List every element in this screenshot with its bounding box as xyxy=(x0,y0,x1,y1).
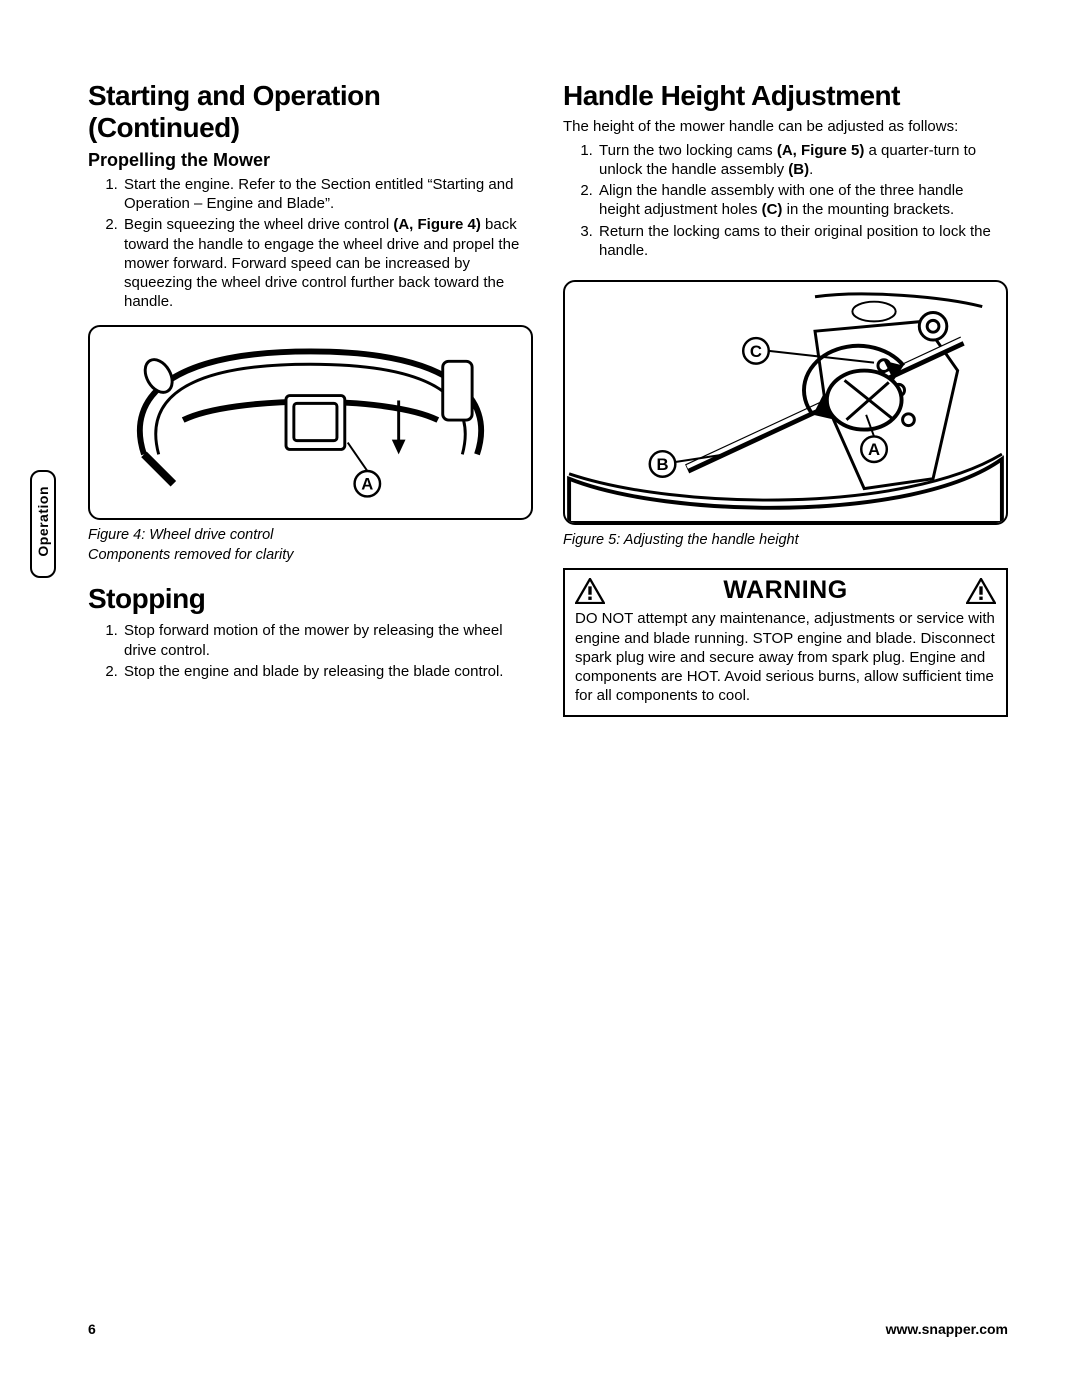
warning-title: WARNING xyxy=(605,576,966,605)
step-text: . xyxy=(809,161,813,178)
figure-5-caption: Figure 5: Adjusting the handle height xyxy=(563,531,1008,551)
left-column: Starting and Operation (Continued) Prope… xyxy=(88,80,533,717)
step-text: Turn the two locking cams xyxy=(599,142,777,159)
list-item: Align the handle assembly with one of th… xyxy=(597,181,1008,219)
list-item: Begin squeezing the wheel drive control … xyxy=(122,215,533,311)
figure-5-svg: C A B xyxy=(565,282,1006,523)
heading-stopping: Stopping xyxy=(88,583,533,615)
list-item: Turn the two locking cams (A, Figure 5) … xyxy=(597,141,1008,179)
side-tab-operation: Operation xyxy=(30,470,56,578)
warning-icon xyxy=(966,578,996,604)
page-footer: 6 www.snapper.com xyxy=(88,1321,1008,1337)
svg-text:C: C xyxy=(750,342,762,361)
figure-4-caption: Figure 4: Wheel drive control Components… xyxy=(88,526,533,565)
figure-5-box: C A B xyxy=(563,280,1008,525)
page-number: 6 xyxy=(88,1321,96,1337)
warning-icon xyxy=(575,578,605,604)
step-text: Return the locking cams to their origina… xyxy=(599,223,991,259)
step-text: Start the engine. Refer to the Section e… xyxy=(124,176,513,212)
stopping-steps: Stop forward motion of the mower by rele… xyxy=(88,621,533,681)
step-bold: (B) xyxy=(788,161,809,178)
page-content: Starting and Operation (Continued) Prope… xyxy=(88,80,1008,717)
step-bold: (A, Figure 4) xyxy=(393,216,481,233)
propelling-steps: Start the engine. Refer to the Section e… xyxy=(88,175,533,311)
step-text: Begin squeezing the wheel drive control xyxy=(124,216,393,233)
step-text: in the mounting brackets. xyxy=(782,201,954,218)
warning-header: WARNING xyxy=(575,576,996,605)
step-bold: (C) xyxy=(762,201,783,218)
caption-line: Figure 4: Wheel drive control xyxy=(88,526,533,546)
step-bold: (A, Figure 5) xyxy=(777,142,865,159)
warning-text: DO NOT attempt any maintenance, adjustme… xyxy=(575,609,996,705)
svg-text:A: A xyxy=(868,440,880,459)
caption-line: Components removed for clarity xyxy=(88,546,533,566)
list-item: Return the locking cams to their origina… xyxy=(597,222,1008,260)
figure-4-box: A xyxy=(88,325,533,520)
subheading-propelling: Propelling the Mower xyxy=(88,150,533,171)
right-column: Handle Height Adjustment The height of t… xyxy=(563,80,1008,717)
heading-handle-height: Handle Height Adjustment xyxy=(563,80,1008,112)
list-item: Stop the engine and blade by releasing t… xyxy=(122,662,533,681)
figure-4-svg: A xyxy=(90,327,531,518)
footer-url: www.snapper.com xyxy=(886,1321,1008,1337)
stopping-block: Stopping Stop forward motion of the mowe… xyxy=(88,583,533,681)
heading-starting-operation: Starting and Operation (Continued) xyxy=(88,80,533,144)
warning-box: WARNING DO NOT attempt any maintenance, … xyxy=(563,568,1008,717)
svg-text:A: A xyxy=(361,475,373,494)
list-item: Start the engine. Refer to the Section e… xyxy=(122,175,533,213)
svg-text:B: B xyxy=(657,455,669,474)
handle-steps: Turn the two locking cams (A, Figure 5) … xyxy=(563,141,1008,260)
handle-intro: The height of the mower handle can be ad… xyxy=(563,118,1008,137)
side-tab-label: Operation xyxy=(35,486,51,557)
list-item: Stop forward motion of the mower by rele… xyxy=(122,621,533,659)
